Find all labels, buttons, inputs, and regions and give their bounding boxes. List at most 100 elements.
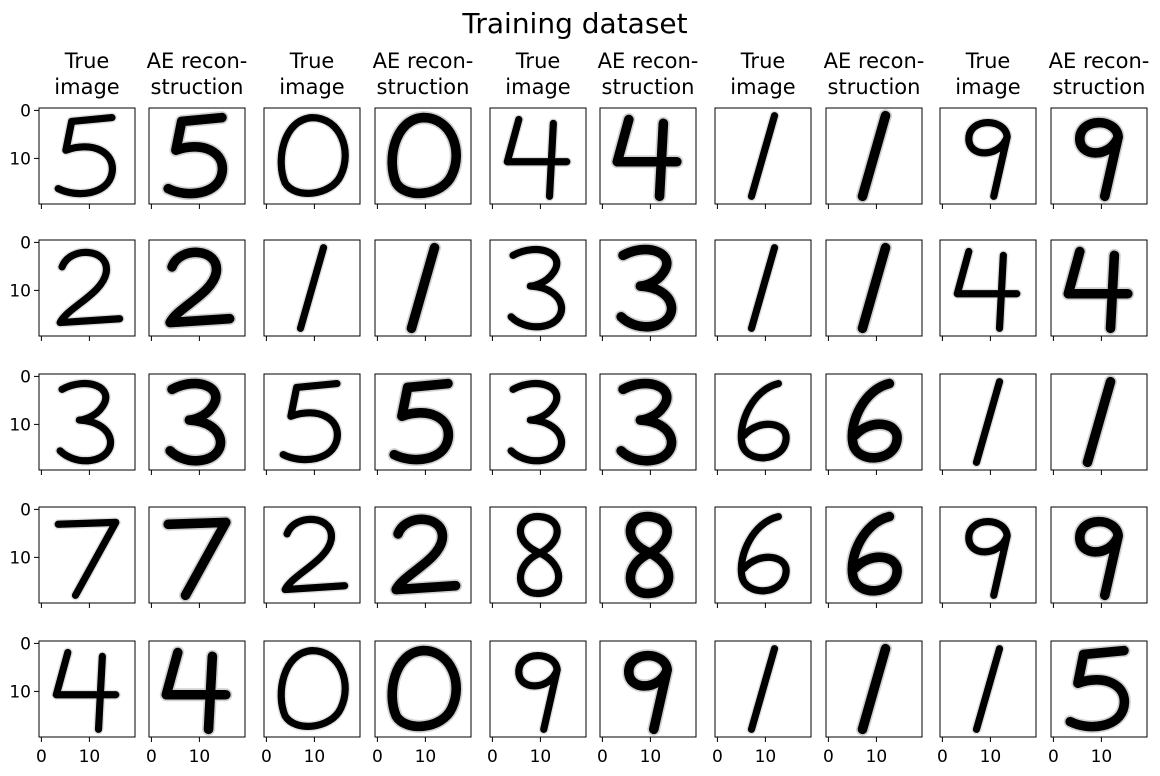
digit-3-stroke xyxy=(616,378,677,466)
panel-frame xyxy=(714,506,812,604)
image-panel-r3-c1 xyxy=(148,506,246,608)
column-header-7-line-0: AE recon- xyxy=(824,49,925,73)
x-tick-label: 0 xyxy=(372,747,383,767)
image-panel-r1-c6 xyxy=(714,239,812,341)
panel-frame xyxy=(825,373,923,471)
digit-2-stroke xyxy=(391,514,461,595)
image-panel-r4-c2: 0 10 xyxy=(261,640,361,767)
y-tick-label: 0 xyxy=(20,634,31,654)
digit-1-stroke xyxy=(857,643,891,735)
panel-frame xyxy=(714,640,812,738)
digit-4-stroke xyxy=(503,115,571,200)
x-tick-label: 10 xyxy=(980,747,1002,767)
image-panel-r1-c4 xyxy=(489,239,587,341)
x-tick-label: 0 xyxy=(261,747,272,767)
digit-1-stroke xyxy=(747,645,779,733)
y-tick-label: 0 xyxy=(20,233,31,253)
image-panel-r1-c7 xyxy=(825,239,923,341)
image-panel-r1-c0: 0 10 xyxy=(9,233,136,341)
image-panel-r2-c2 xyxy=(263,373,361,475)
y-tick-label: 10 xyxy=(9,281,31,301)
digit-1-stroke xyxy=(747,244,779,332)
image-panel-r2-c4 xyxy=(489,373,587,475)
column-header-1-line-0: AE recon- xyxy=(147,49,248,73)
column-header-6-line-0: True xyxy=(740,49,786,73)
y-tick-label: 0 xyxy=(20,500,31,520)
digit-0-stroke xyxy=(277,114,349,197)
x-tick-label: 0 xyxy=(146,747,157,767)
y-tick-label: 0 xyxy=(20,101,31,121)
digit-8-stroke xyxy=(516,512,563,598)
digit-1-stroke xyxy=(972,645,1004,733)
image-panel-r4-c9: 0 10 xyxy=(1048,640,1148,767)
panel-frame xyxy=(1050,373,1148,471)
panel-frame xyxy=(825,640,923,738)
panel-frame xyxy=(38,506,136,604)
column-header-0-line-0: True xyxy=(64,49,110,73)
panel-frame xyxy=(714,107,812,205)
image-panel-r2-c3 xyxy=(374,373,472,475)
digit-9-stroke xyxy=(965,119,1011,200)
image-panel-r4-c3: 0 10 xyxy=(372,640,472,767)
image-panel-r2-c1 xyxy=(148,373,246,475)
image-panel-r1-c9 xyxy=(1050,239,1148,341)
image-panel-r3-c0: 0 10 xyxy=(9,500,136,608)
digit-7-stroke xyxy=(163,517,231,601)
image-panel-r4-c6: 0 10 xyxy=(712,640,812,767)
panel-frame xyxy=(148,107,246,205)
x-tick-label: 10 xyxy=(530,747,552,767)
digit-5-stroke xyxy=(54,114,116,198)
y-tick-label: 10 xyxy=(9,682,31,702)
panel-frame xyxy=(148,640,246,738)
digit-5-stroke xyxy=(279,380,341,464)
digit-1-stroke xyxy=(747,112,779,200)
image-panel-r0-c1 xyxy=(148,107,246,209)
image-panel-r2-c8 xyxy=(939,373,1037,475)
digit-3-stroke xyxy=(507,379,566,465)
image-panel-r0-c7 xyxy=(825,107,923,209)
image-panel-r4-c5: 0 10 xyxy=(597,640,697,767)
image-panel-r0-c3 xyxy=(374,107,472,209)
y-tick-label: 0 xyxy=(20,367,31,387)
digit-4-stroke xyxy=(52,648,120,733)
digit-1-stroke xyxy=(1082,376,1116,468)
panel-frame xyxy=(714,239,812,337)
panel-frame xyxy=(939,373,1037,471)
column-header-2-line-1: image xyxy=(279,75,344,99)
panel-frame xyxy=(38,373,136,471)
x-tick-label: 10 xyxy=(866,747,888,767)
digit-4-stroke xyxy=(1063,246,1133,334)
panel-frame xyxy=(599,373,697,471)
image-panel-r0-c2 xyxy=(263,107,361,209)
panel-frame xyxy=(263,640,361,738)
x-tick-label: 10 xyxy=(415,747,437,767)
image-panel-r0-c4 xyxy=(489,107,587,209)
digit-4-stroke xyxy=(612,114,682,202)
x-tick-label: 0 xyxy=(597,747,608,767)
image-panel-r2-c7 xyxy=(825,373,923,475)
digit-1-stroke xyxy=(296,244,328,332)
digit-9-stroke xyxy=(1075,516,1123,601)
column-header-6-line-1: image xyxy=(730,75,795,99)
panel-frame xyxy=(939,107,1037,205)
image-panel-r3-c5 xyxy=(599,506,697,608)
digit-6-stroke xyxy=(847,378,902,463)
panel-frame xyxy=(38,107,136,205)
image-panel-r4-c7: 0 10 xyxy=(823,640,923,767)
image-panel-r0-c5 xyxy=(599,107,697,209)
column-header-8-line-0: True xyxy=(965,49,1011,73)
digit-5-stroke xyxy=(163,112,228,199)
digit-7-stroke xyxy=(54,518,120,599)
image-panel-r1-c1 xyxy=(148,239,246,341)
panel-frame xyxy=(38,239,136,337)
panel-frame xyxy=(489,640,587,738)
digit-9-stroke xyxy=(624,650,672,735)
digit-9-stroke xyxy=(1075,117,1123,202)
digit-2-stroke xyxy=(281,515,349,594)
panel-frame xyxy=(825,107,923,205)
column-header-5-line-1: struction xyxy=(602,75,695,99)
panel-frame xyxy=(939,506,1037,604)
image-panel-r3-c7 xyxy=(825,506,923,608)
panel-frame xyxy=(1050,640,1148,738)
image-panel-r3-c4 xyxy=(489,506,587,608)
